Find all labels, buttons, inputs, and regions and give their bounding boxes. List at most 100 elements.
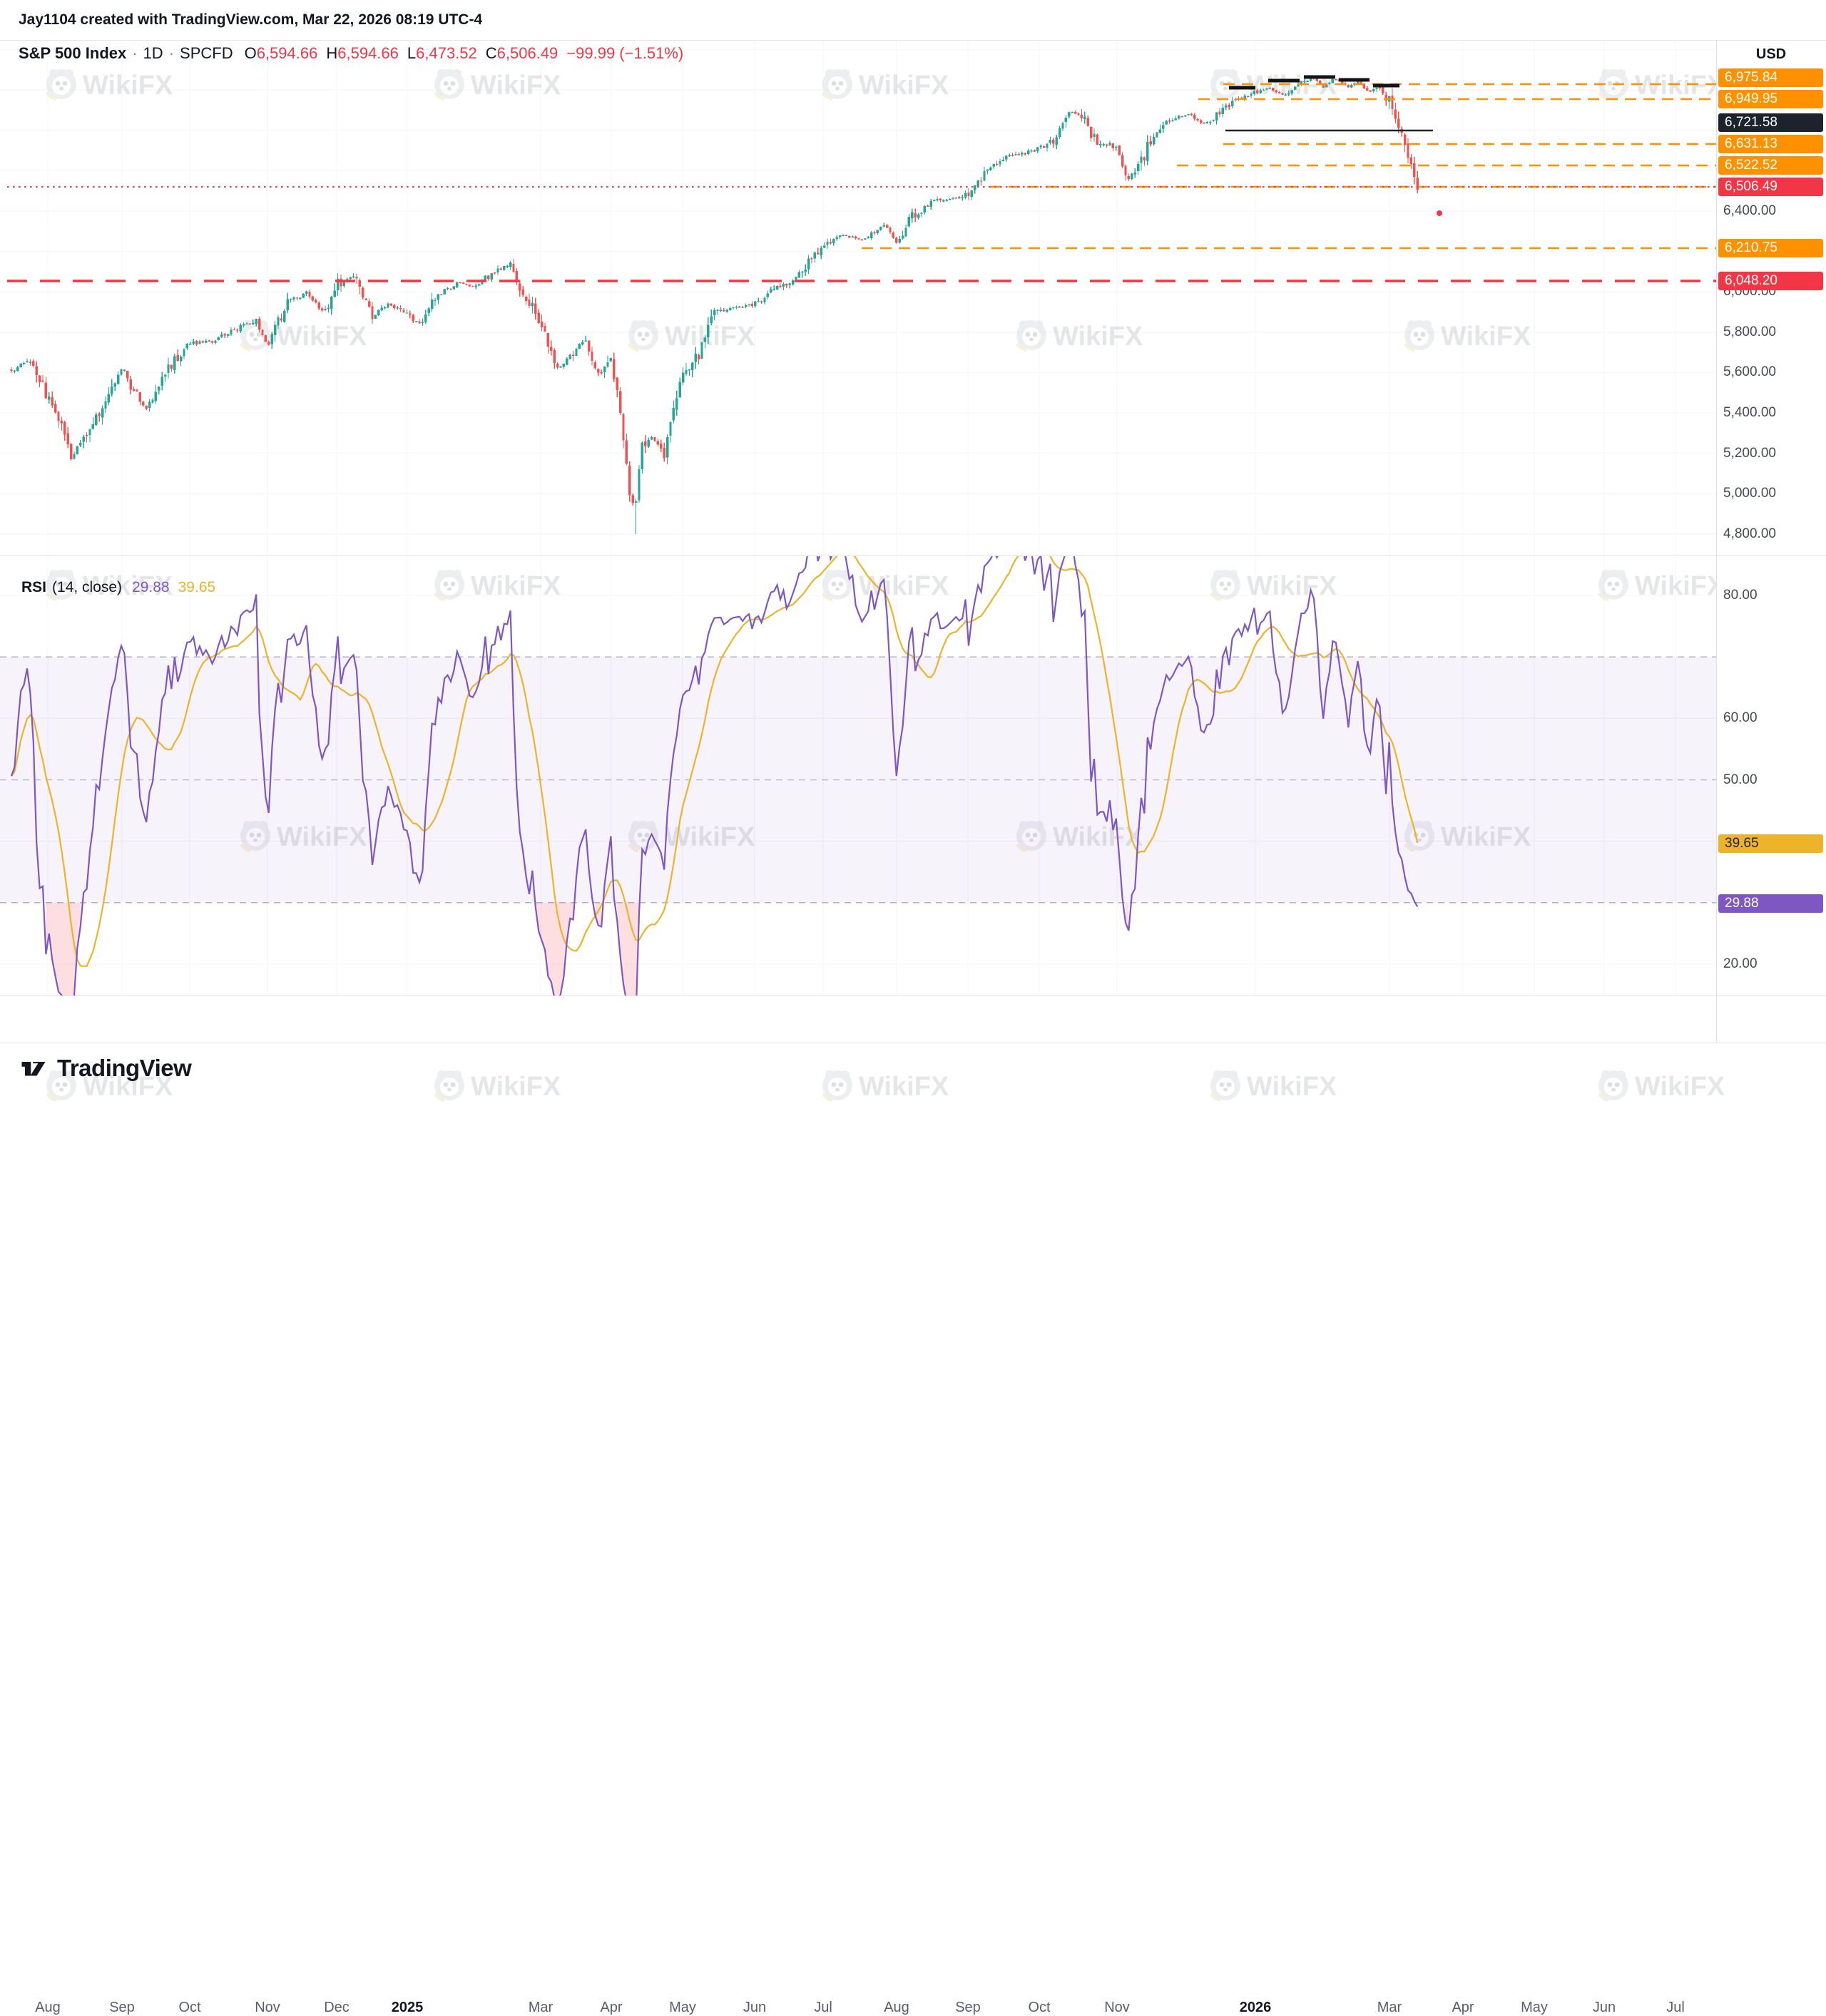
svg-text:WikiFX: WikiFX (471, 1072, 561, 1102)
time-axis-month-label: May (669, 2000, 696, 2015)
wikifx-watermark: WikiFX (434, 570, 561, 602)
svg-text:WikiFX: WikiFX (1247, 1072, 1337, 1102)
timeframe-label[interactable]: 1D (143, 44, 163, 62)
time-axis-month-label: Oct (1028, 2000, 1051, 2015)
pane-divider[interactable] (0, 555, 1826, 556)
price-level-badge: 6,210.75 (1718, 239, 1823, 257)
rsi-value-badge: 29.88 (1718, 894, 1823, 913)
time-axis-month-label: Jul (1666, 2000, 1685, 2015)
candlestick-series (10, 76, 1419, 534)
wikifx-watermark: WikiFX (240, 821, 367, 853)
wikifx-watermark: WikiFX (434, 1070, 561, 1102)
time-axis-month-label: Aug (35, 2000, 61, 2015)
creator-text: Jay1104 created with TradingView.com, Ma… (19, 11, 483, 28)
wikifx-watermark: WikiFX (1598, 69, 1725, 101)
open-value: 6,594.66 (256, 44, 318, 62)
time-axis-month-label: Sep (109, 2000, 135, 2015)
tradingview-logo-icon[interactable] (19, 1053, 49, 1083)
price-axis-label: 5,600.00 (1723, 364, 1776, 380)
ohlc-readout: O6,594.66 H6,594.66 L6,473.52 C6,506.49 (245, 44, 558, 62)
wikifx-watermarks: WikiFX WikiFX WikiFX (46, 69, 1725, 1102)
high-label: H (326, 44, 338, 62)
svg-text:WikiFX: WikiFX (83, 71, 173, 101)
svg-text:WikiFX: WikiFX (1247, 571, 1337, 601)
svg-text:WikiFX: WikiFX (277, 822, 367, 852)
price-axis-label: 5,400.00 (1723, 404, 1776, 420)
price-axis[interactable] (1716, 40, 1826, 1043)
price-axis-label: 6,400.00 (1723, 203, 1776, 218)
price-level-badge: 6,631.13 (1718, 135, 1823, 153)
time-axis-month-label: Nov (1104, 2000, 1130, 2015)
wikifx-watermark: WikiFX (628, 821, 755, 853)
low-label: L (407, 44, 417, 62)
wikifx-watermark: WikiFX (240, 320, 367, 352)
wikifx-watermark: WikiFX (822, 570, 949, 602)
wikifx-watermark: WikiFX (46, 1070, 173, 1102)
rsi-value-badge: 39.65 (1718, 834, 1823, 853)
time-axis-month-label: Jul (814, 2000, 832, 2015)
rsi-series (10, 556, 1419, 996)
rsi-axis-label: 60.00 (1723, 710, 1758, 726)
last-price-badge: 6,506.49 (1718, 178, 1823, 196)
time-axis-month-label: Oct (178, 2000, 201, 2015)
time-axis-month-label: Mar (1377, 2000, 1402, 2015)
creator-bar: Jay1104 created with TradingView.com, Ma… (0, 0, 1826, 40)
wikifx-watermark: WikiFX (434, 69, 561, 101)
wikifx-watermark: WikiFX (1404, 320, 1531, 352)
price-axis-label: 5,200.00 (1723, 445, 1776, 461)
time-axis-month-label: Nov (255, 2000, 280, 2015)
rsi-current-value: 29.88 (132, 579, 170, 595)
time-axis-month-label: Jun (743, 2000, 767, 2015)
time-axis-month-label: Dec (324, 2000, 350, 2015)
time-axis-month-label: Sep (955, 2000, 981, 2015)
svg-text:WikiFX: WikiFX (1441, 822, 1531, 852)
svg-text:WikiFX: WikiFX (1635, 571, 1725, 601)
rsi-axis-label: 20.00 (1723, 956, 1758, 971)
svg-text:WikiFX: WikiFX (859, 571, 949, 601)
time-axis-month-label: Apr (600, 2000, 623, 2015)
low-value: 6,473.52 (416, 44, 477, 62)
price-axis-label: 4,800.00 (1723, 526, 1776, 541)
separator: · (132, 44, 138, 62)
close-label: C (485, 44, 497, 62)
time-axis-month-label: Jun (1592, 2000, 1616, 2015)
wikifx-watermark: WikiFX (1016, 320, 1143, 352)
wikifx-watermark: WikiFX (46, 570, 173, 602)
change-value: −99.99 (−1.51%) (566, 44, 684, 62)
wikifx-watermark: WikiFX (46, 69, 173, 101)
rsi-line (10, 556, 1419, 996)
price-level-lines[interactable] (7, 75, 1716, 282)
header-divider (0, 40, 1826, 41)
wikifx-watermark: WikiFX (1598, 1070, 1725, 1102)
wikifx-watermark: WikiFX (822, 1070, 949, 1102)
svg-text:WikiFX: WikiFX (277, 322, 367, 352)
price-level-badge: 6,975.84 (1718, 68, 1823, 87)
symbol-header[interactable]: S&P 500 Index · 1D · SPCFD O6,594.66 H6,594.66… (19, 44, 683, 63)
gridlines (0, 40, 1716, 996)
svg-text:WikiFX: WikiFX (471, 571, 561, 601)
symbol-title[interactable]: S&P 500 Index (19, 44, 127, 62)
wikifx-watermark: WikiFX (1598, 570, 1725, 602)
rsi-axis-label: 50.00 (1723, 772, 1758, 787)
rsi-label[interactable]: RSI (21, 579, 47, 595)
price-level-badge: 6,522.52 (1718, 156, 1823, 175)
close-value: 6,506.49 (496, 44, 558, 62)
chart-canvas[interactable]: WikiFX WikiFX WikiFX (0, 0, 1826, 1105)
footer-brand[interactable]: TradingView (19, 1051, 192, 1085)
time-axis[interactable]: Aug Sep Oct Nov Dec 2025 Mar Apr May Jun Jul Aug Sep… (0, 996, 1826, 2015)
time-axis-month-label: Apr (1452, 2000, 1474, 2015)
open-label: O (244, 44, 257, 62)
svg-text:WikiFX: WikiFX (665, 322, 755, 352)
svg-text:WikiFX: WikiFX (859, 1072, 949, 1102)
price-axis-label: 5,000.00 (1723, 486, 1776, 501)
wikifx-watermark: WikiFX (1210, 1070, 1337, 1102)
rsi-ma-value: 39.65 (178, 579, 216, 595)
svg-text:WikiFX: WikiFX (83, 571, 173, 601)
wikifx-watermark: WikiFX (1404, 821, 1531, 853)
price-level-badge: 6,721.58 (1718, 113, 1823, 132)
rsi-indicator-header[interactable]: RSI (14, close) 29.88 39.65 (21, 579, 215, 596)
time-axis-month-label: Aug (884, 2000, 909, 2015)
tradingview-brand-text: TradingView (57, 1055, 192, 1081)
currency-toggle-button[interactable]: USD (1716, 40, 1826, 69)
rsi-ma-line (11, 556, 1419, 968)
